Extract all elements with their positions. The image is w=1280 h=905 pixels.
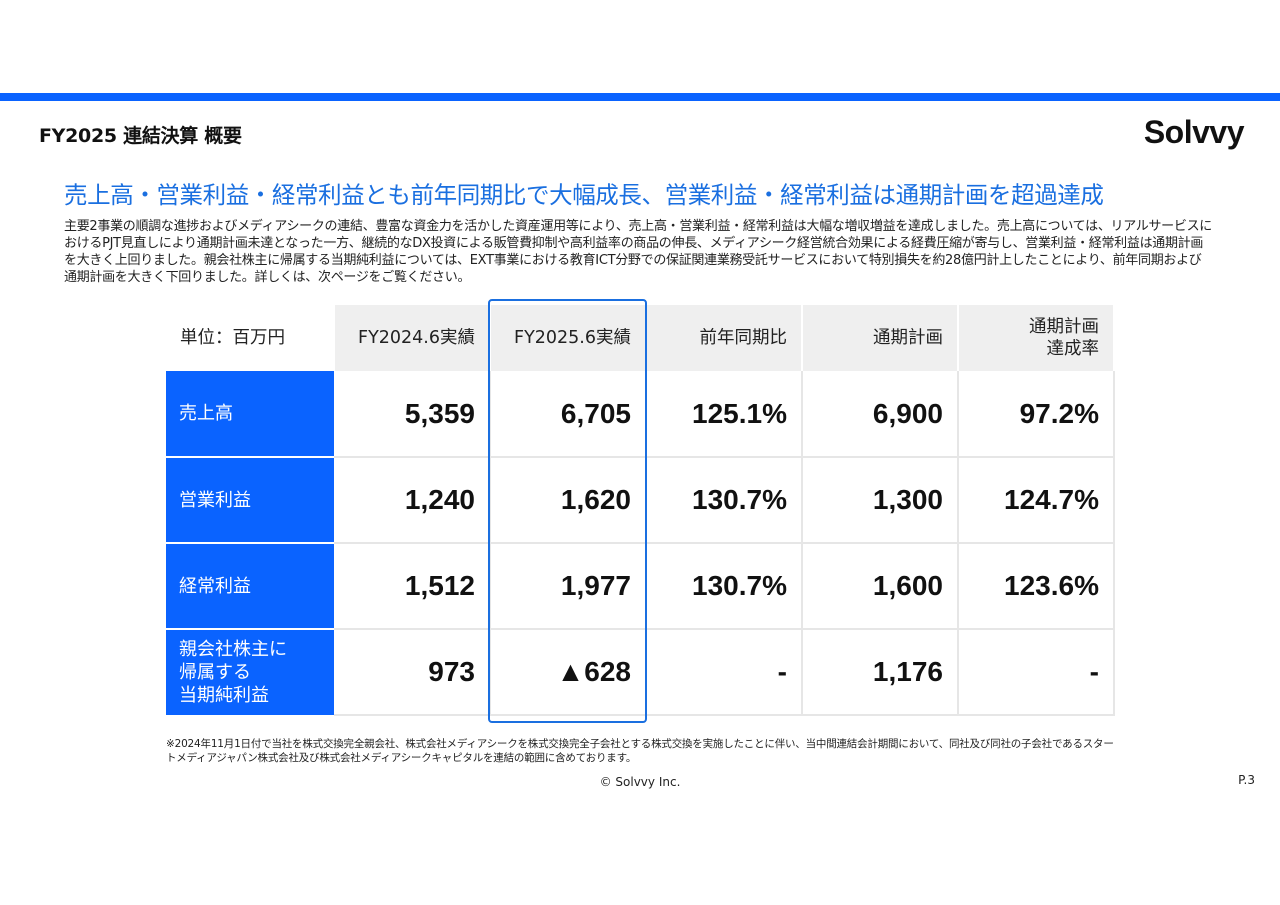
table-cell: 1,600 xyxy=(802,543,959,630)
table-cell: 6,705 xyxy=(490,371,647,458)
table-cell: 1,300 xyxy=(802,457,959,544)
table-row: 経常利益 1,512 1,977 130.7% 1,600 123.6% xyxy=(166,543,1115,630)
table-row: 売上高 5,359 6,705 125.1% 6,900 97.2% xyxy=(166,371,1115,458)
table-cell: 1,240 xyxy=(334,457,491,544)
copyright: © Solvvy Inc. xyxy=(599,775,681,789)
table-row: 親会社株主に 帰属する 当期純利益 973 ▲628 - 1,176 - xyxy=(166,629,1115,716)
table-cell: 130.7% xyxy=(646,543,803,630)
row-label: 営業利益 xyxy=(166,457,334,544)
table-cell: 125.1% xyxy=(646,371,803,458)
headline: 売上高・営業利益・経常利益とも前年同期比で大幅成長、営業利益・経常利益は通期計画… xyxy=(64,181,1104,209)
table-cell: 1,176 xyxy=(802,629,959,716)
company-logo: Solvvy xyxy=(1143,114,1245,150)
table-cell: - xyxy=(646,629,803,716)
row-label: 売上高 xyxy=(166,371,334,458)
column-header: FY2024.6実績 xyxy=(334,305,491,371)
table-cell: 973 xyxy=(334,629,491,716)
table-cell: 123.6% xyxy=(958,543,1115,630)
financial-summary-table: 単位：百万円 FY2024.6実績 FY2025.6実績 前年同期比 通期計画 … xyxy=(166,305,1115,716)
top-accent-bar xyxy=(0,93,1280,101)
financial-summary-table-container: 単位：百万円 FY2024.6実績 FY2025.6実績 前年同期比 通期計画 … xyxy=(166,305,1115,716)
table-cell: 1,512 xyxy=(334,543,491,630)
column-header: 前年同期比 xyxy=(646,305,803,371)
page-number: P.3 xyxy=(1238,773,1255,787)
section-title: FY2025 連結決算 概要 xyxy=(39,125,242,147)
column-header: FY2025.6実績 xyxy=(490,305,647,371)
table-cell: 1,977 xyxy=(490,543,647,630)
footnote: ※2024年11月1日付で当社を株式交換完全親会社、株式会社メディアシークを株式… xyxy=(166,738,1114,764)
table-cell: 130.7% xyxy=(646,457,803,544)
table-cell: 1,620 xyxy=(490,457,647,544)
table-cell: 97.2% xyxy=(958,371,1115,458)
summary-text: 主要2事業の順調な進捗およびメディアシークの連結、豊富な資金力を活かした資産運用… xyxy=(64,219,1212,285)
row-label: 親会社株主に 帰属する 当期純利益 xyxy=(166,629,334,715)
table-cell: - xyxy=(958,629,1115,716)
column-header: 通期計画 xyxy=(802,305,959,371)
unit-label: 単位：百万円 xyxy=(166,305,335,371)
column-header: 通期計画 達成率 xyxy=(958,305,1115,371)
table-cell: 124.7% xyxy=(958,457,1115,544)
table-cell: 6,900 xyxy=(802,371,959,458)
table-cell: 5,359 xyxy=(334,371,491,458)
table-row: 営業利益 1,240 1,620 130.7% 1,300 124.7% xyxy=(166,457,1115,544)
row-label: 経常利益 xyxy=(166,543,334,630)
table-cell: ▲628 xyxy=(490,629,647,716)
table-header-row: 単位：百万円 FY2024.6実績 FY2025.6実績 前年同期比 通期計画 … xyxy=(166,305,1115,371)
